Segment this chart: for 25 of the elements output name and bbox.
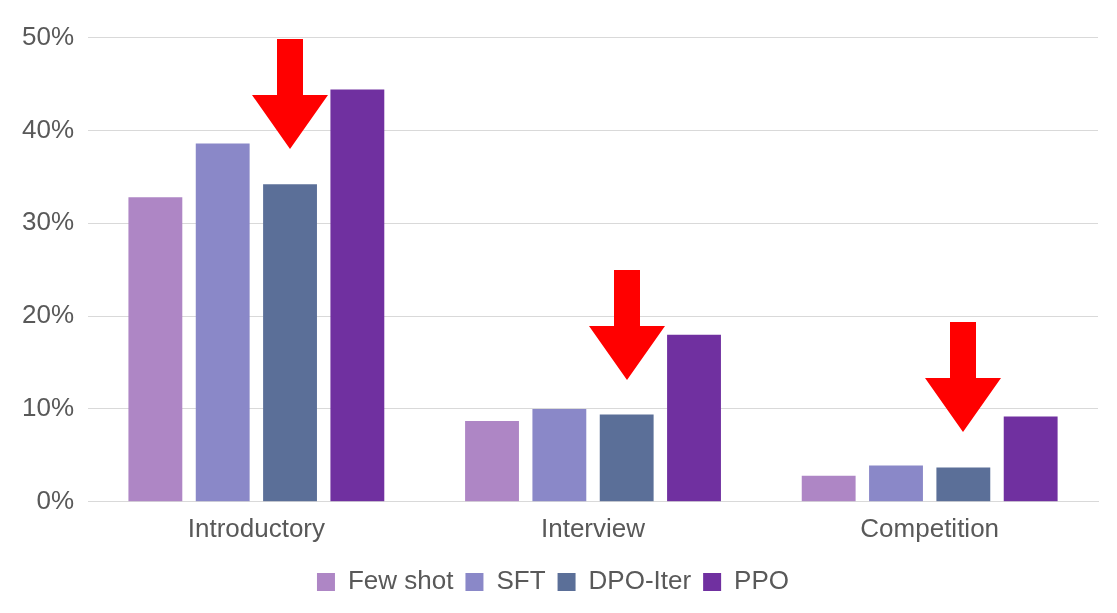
legend-label: DPO-Iter [588,565,692,596]
y-tick-label: 20% [21,299,75,330]
bar [801,475,856,502]
legend-label: PPO [734,565,790,596]
x-tick-label: Introductory [187,512,326,543]
bar [667,334,721,502]
bar [1003,416,1058,502]
bar [263,184,317,502]
bar [330,89,385,502]
bar [869,465,923,502]
y-tick-label: 30% [21,206,75,237]
legend-label: SFT [496,565,546,596]
bar [532,408,587,502]
y-tick-label: 10% [21,392,75,423]
bar [128,197,183,502]
bar [465,421,519,502]
bar [599,414,654,502]
legend-label: Few shot [347,565,455,596]
y-tick-label: 40% [21,113,75,144]
y-tick-label: 50% [21,20,75,51]
x-tick-label: Competition [860,512,1000,543]
bar [936,467,991,502]
y-tick-label: 0% [36,484,75,515]
x-tick-label: Interview [541,512,646,543]
bar [195,143,250,502]
